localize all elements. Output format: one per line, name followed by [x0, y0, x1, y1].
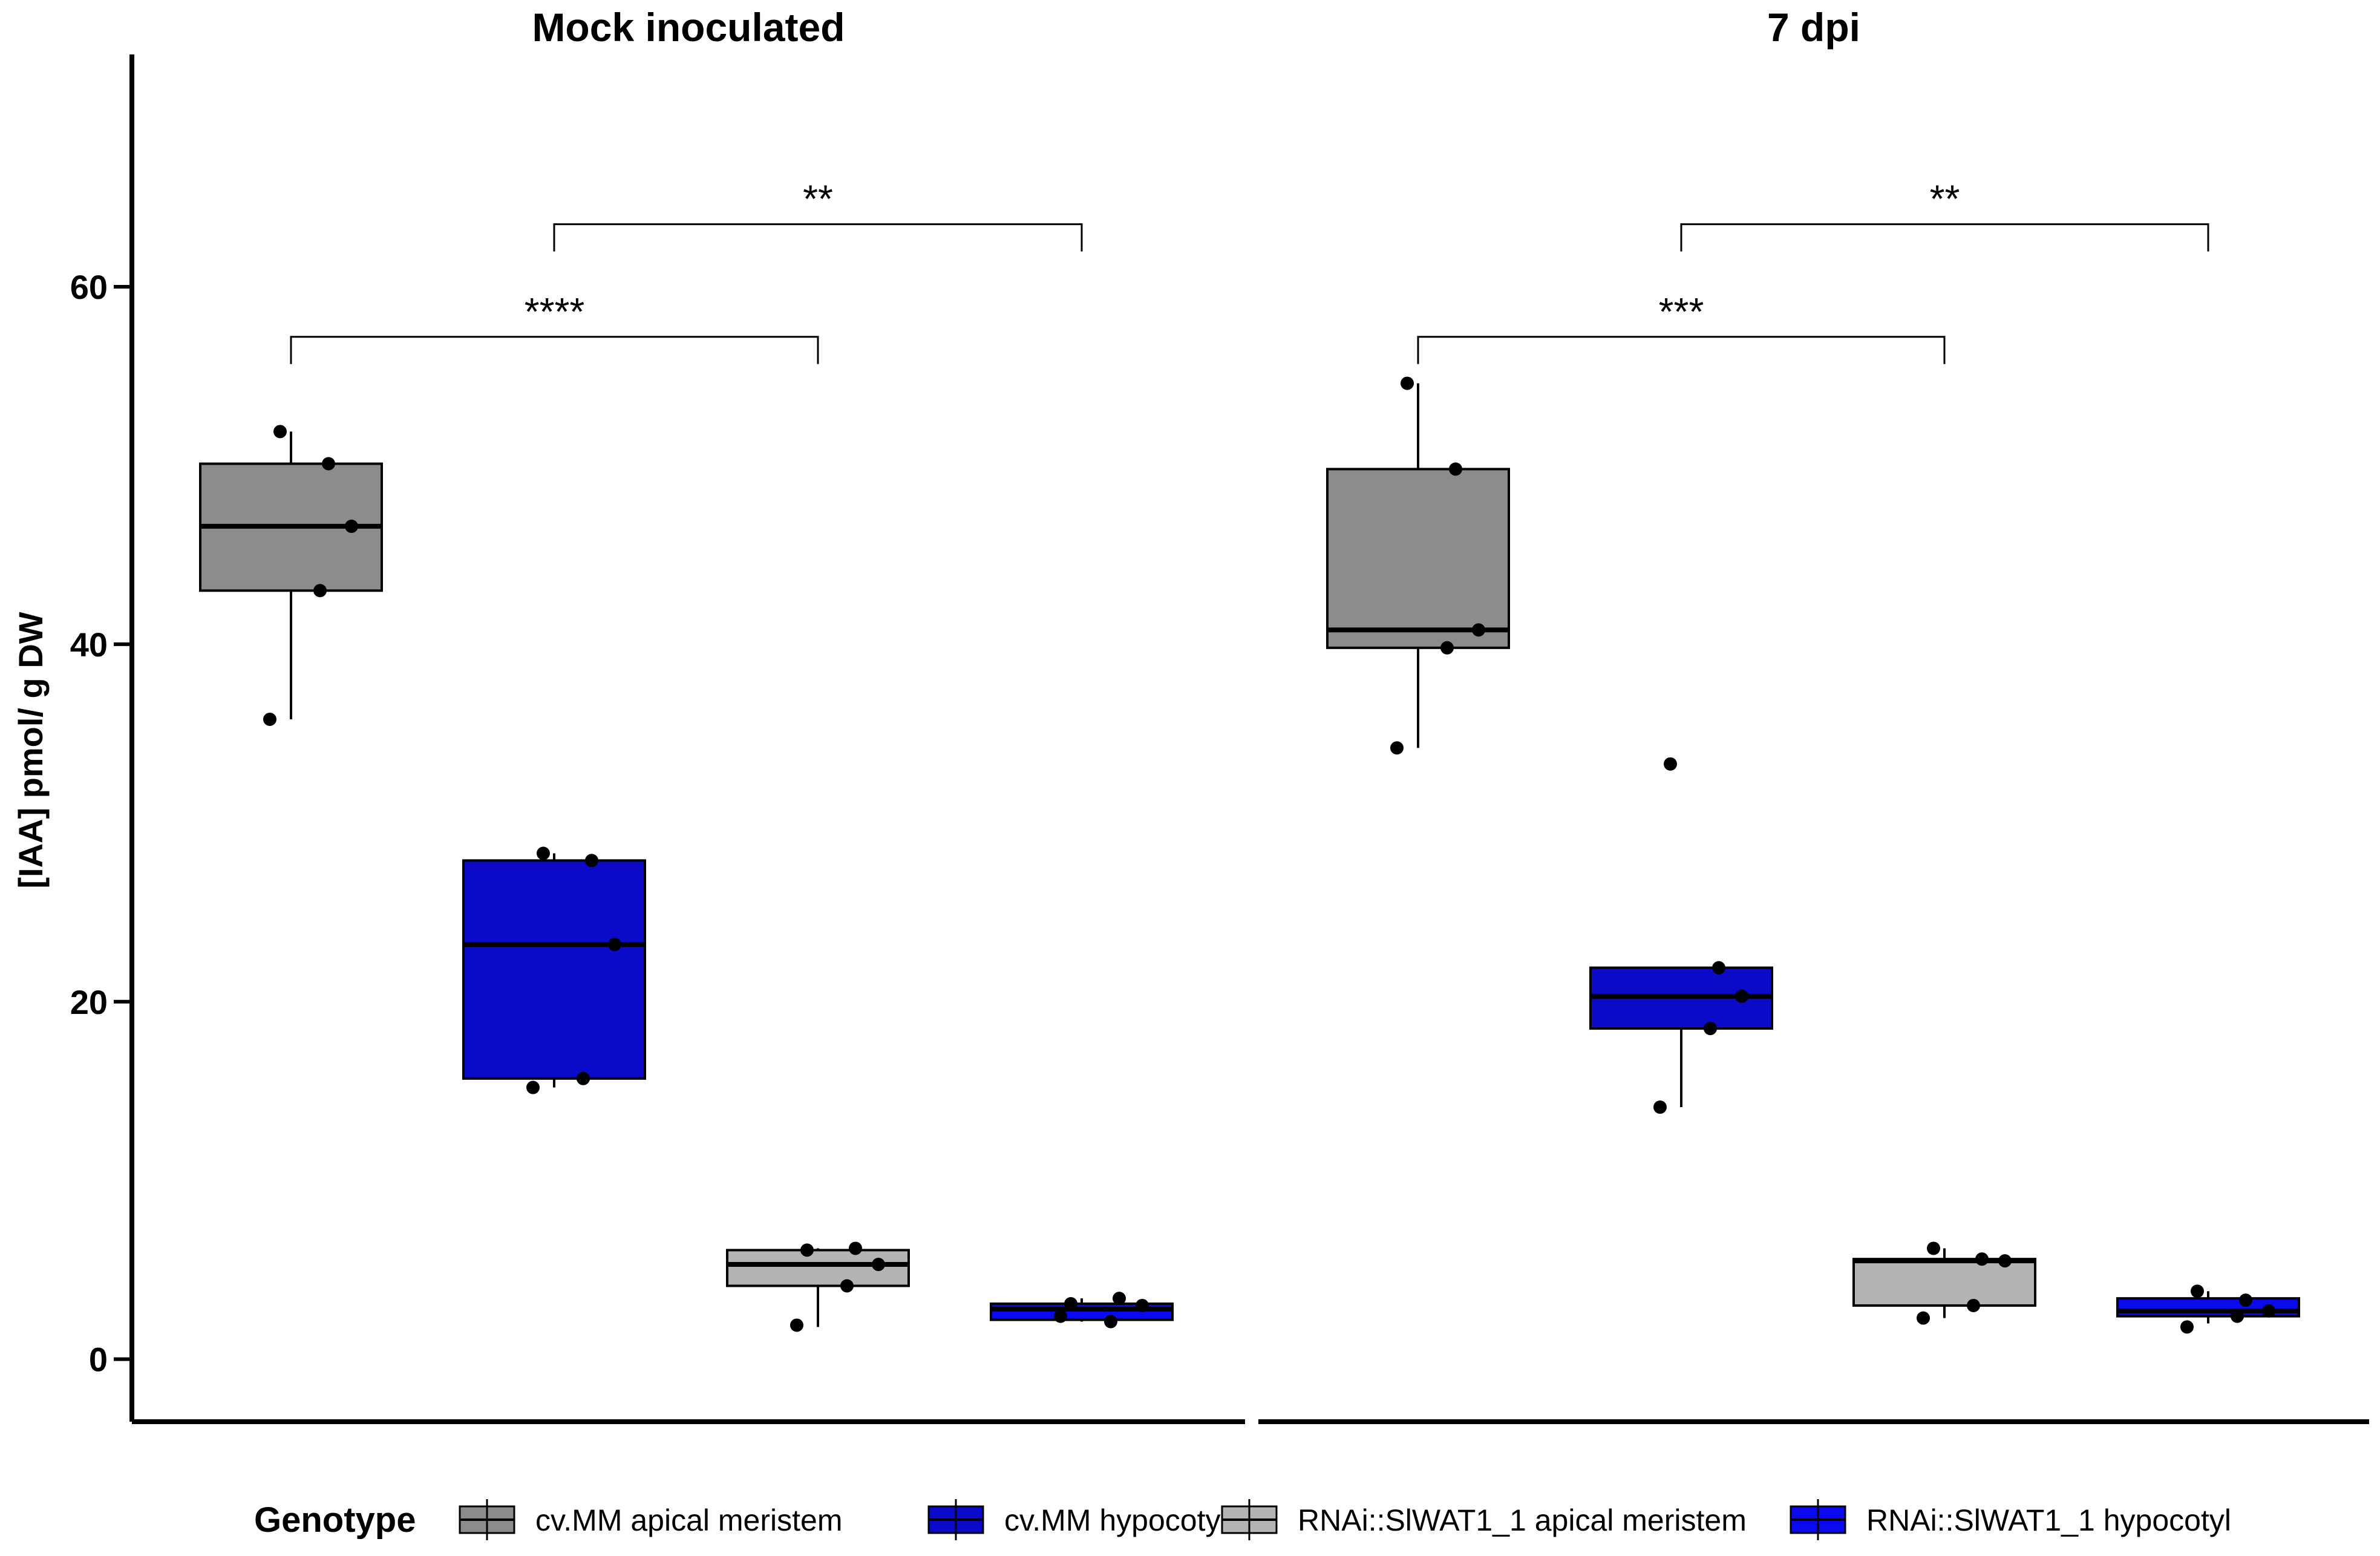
data-point [1975, 1252, 1989, 1266]
significance-bracket [553, 223, 1083, 252]
legend-title: Genotype [254, 1500, 416, 1540]
data-point [1927, 1241, 1940, 1255]
significance-label: *** [1659, 290, 1704, 333]
data-point [1917, 1311, 1930, 1325]
data-point [1064, 1297, 1077, 1311]
data-point [1967, 1298, 1980, 1312]
data-point [2231, 1309, 2244, 1323]
data-point [1449, 462, 1462, 476]
y-tick-label: 0 [89, 1341, 108, 1379]
significance-bracket [290, 336, 819, 364]
y-axis-label: [IAA] pmol/ g DW [11, 612, 50, 888]
data-point [537, 846, 550, 860]
data-point [2180, 1320, 2194, 1334]
data-point [1704, 1022, 1717, 1036]
data-point [1712, 961, 1725, 975]
data-point [1390, 741, 1404, 755]
data-point [2239, 1293, 2252, 1307]
data-point [1104, 1315, 1117, 1329]
y-tick-label: 60 [70, 268, 108, 306]
data-point [526, 1080, 540, 1094]
data-point [1401, 376, 1414, 390]
y-tick-label: 40 [70, 626, 108, 664]
box-iqr [462, 859, 646, 1080]
data-point [577, 1071, 590, 1085]
significance-bracket [1417, 336, 1946, 364]
data-point [2191, 1284, 2204, 1298]
data-point [1113, 1292, 1126, 1306]
significance-label: ** [1930, 177, 1960, 221]
data-point [1998, 1254, 2012, 1268]
data-point [790, 1318, 803, 1332]
significance-label: **** [525, 290, 585, 333]
box-iqr [1326, 468, 1510, 649]
data-point [263, 712, 276, 726]
data-point [313, 584, 327, 598]
significance-bracket [1680, 223, 2209, 252]
data-point [1054, 1309, 1067, 1323]
data-point [273, 425, 287, 439]
panel-title: Mock inoculated [532, 5, 845, 50]
data-point [1653, 1100, 1667, 1114]
data-point [322, 457, 335, 471]
data-point [1664, 757, 1677, 771]
data-point [840, 1279, 854, 1293]
significance-label: ** [803, 177, 833, 221]
data-point [345, 519, 358, 533]
data-point [585, 854, 598, 868]
data-point [608, 938, 621, 952]
data-point [872, 1258, 885, 1272]
legend-label: cv.MM hypocotyl [1004, 1503, 1228, 1537]
data-point [1735, 989, 1748, 1003]
data-point [2262, 1304, 2275, 1318]
legend-label: RNAi::SlWAT1_1 apical meristem [1298, 1503, 1747, 1537]
legend-label: cv.MM apical meristem [535, 1503, 842, 1537]
data-point [800, 1243, 814, 1257]
data-point [1472, 623, 1485, 637]
legend-label: RNAi::SlWAT1_1 hypocotyl [1866, 1503, 2231, 1537]
panel-title: 7 dpi [1767, 5, 1860, 50]
y-tick-label: 20 [70, 983, 108, 1021]
data-point [849, 1241, 862, 1255]
data-point [1440, 641, 1454, 655]
data-point [1136, 1298, 1149, 1312]
